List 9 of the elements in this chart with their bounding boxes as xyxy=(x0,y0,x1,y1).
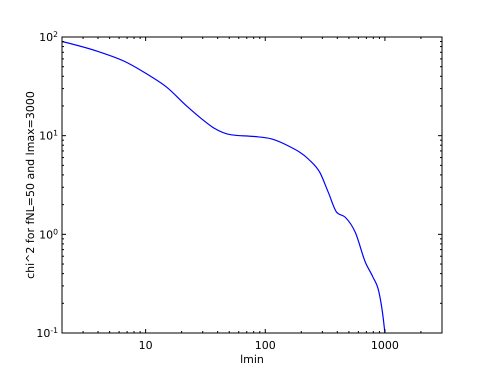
y-tick-label: 10$^{0}$ xyxy=(39,226,58,242)
x-tick-label: 100 xyxy=(254,339,276,352)
y-tick-label: 10$^{2}$ xyxy=(39,30,58,44)
x-tick-label: 10 xyxy=(138,339,153,352)
x-axis-title: lmin xyxy=(240,353,264,366)
y-axis-title: chi^2 for fNL=50 and lmax=3000 xyxy=(24,91,37,279)
x-tick-label: 1000 xyxy=(370,339,399,352)
y-tick-label: 10$^{1}$ xyxy=(39,128,58,143)
y-tick-label: 10$^{-1}$ xyxy=(36,326,58,340)
